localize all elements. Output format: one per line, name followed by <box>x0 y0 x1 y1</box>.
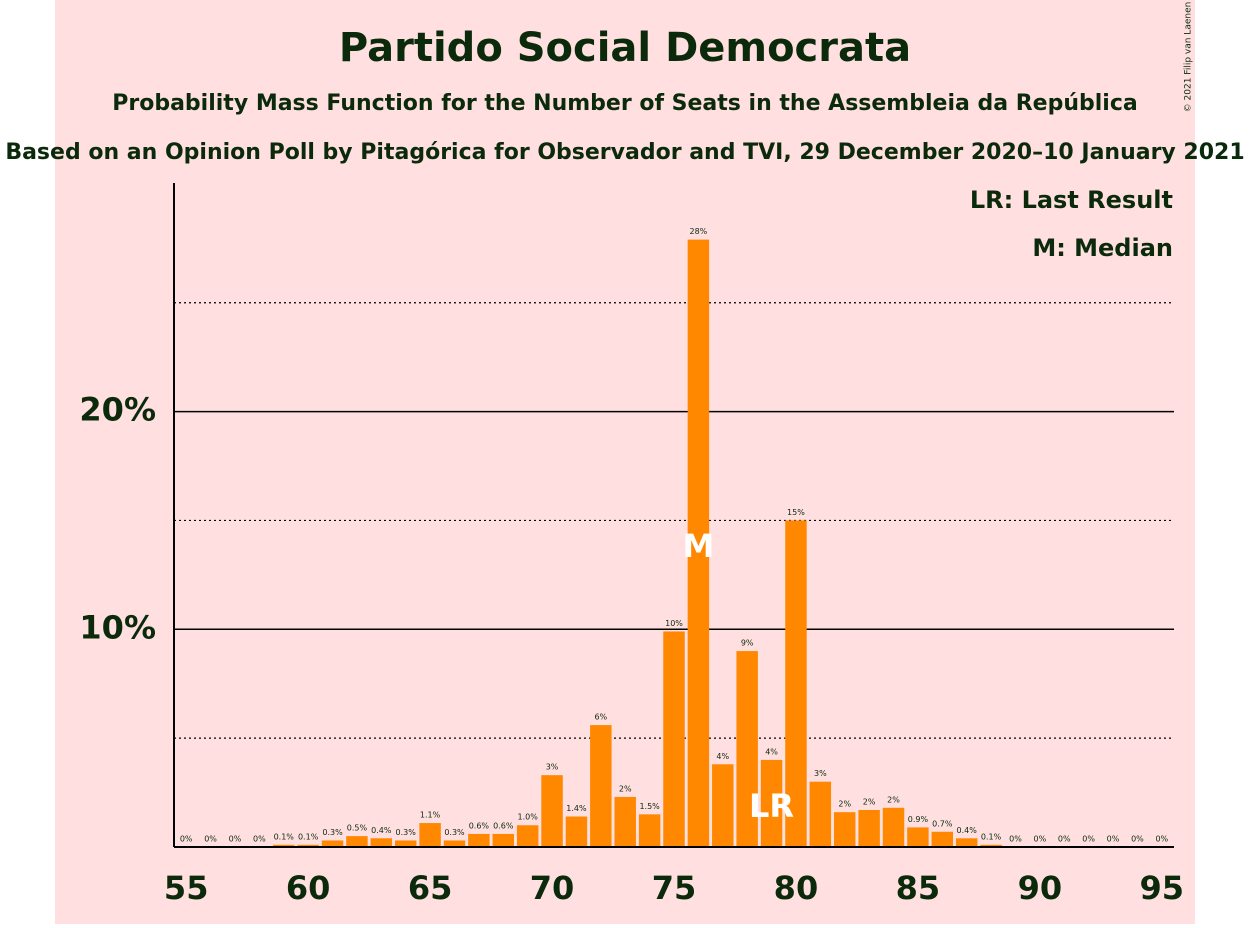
bar <box>492 833 514 847</box>
value-label: 2% <box>887 795 900 804</box>
legend-entry: M: Median <box>1032 234 1173 262</box>
value-label: 0% <box>204 835 217 844</box>
x-tick-label: 65 <box>408 869 453 907</box>
bar <box>834 812 856 847</box>
bar <box>785 520 807 847</box>
x-tick-label: 60 <box>286 869 331 907</box>
value-label: 6% <box>594 713 607 722</box>
value-label: 4% <box>716 752 729 761</box>
y-tick-label: 10% <box>79 608 156 646</box>
bar <box>736 651 758 847</box>
bar <box>516 825 539 847</box>
bar <box>614 796 636 847</box>
value-label: 2% <box>863 797 876 806</box>
value-label: 0.4% <box>957 826 978 835</box>
bar <box>712 764 734 847</box>
copyright: © 2021 Filip van Laenen <box>1184 2 1194 113</box>
value-label: 0.6% <box>469 821 490 830</box>
value-label: 0.1% <box>981 832 1002 841</box>
bar <box>931 831 954 847</box>
bar <box>346 836 368 847</box>
background <box>55 0 1195 924</box>
value-label: 15% <box>787 508 805 517</box>
y-tick-label: 20% <box>79 391 156 429</box>
bar <box>297 844 319 847</box>
bar <box>419 823 441 847</box>
value-label: 2% <box>838 800 851 809</box>
value-label: 3% <box>546 763 559 772</box>
value-label: 10% <box>665 619 683 628</box>
bar <box>687 239 710 847</box>
x-tick-label: 90 <box>1018 869 1063 907</box>
bar <box>760 759 783 847</box>
chart-title: Partido Social Democrata <box>339 25 911 71</box>
value-label: 0.3% <box>396 828 417 837</box>
value-label: 0.9% <box>908 815 929 824</box>
value-label: 0% <box>1082 835 1095 844</box>
value-label: 0% <box>1107 835 1120 844</box>
bar <box>980 844 1002 847</box>
bar <box>907 827 929 847</box>
value-label: 4% <box>765 747 778 756</box>
value-label: 28% <box>689 227 707 236</box>
value-label: 0% <box>1058 835 1071 844</box>
value-label: 0% <box>180 835 193 844</box>
value-label: 0.1% <box>298 832 319 841</box>
value-label: 3% <box>814 769 827 778</box>
value-label: 0.3% <box>322 828 343 837</box>
x-tick-label: 70 <box>530 869 575 907</box>
x-tick-label: 95 <box>1140 869 1185 907</box>
x-tick-label: 55 <box>164 869 209 907</box>
bar <box>858 809 880 847</box>
value-label: 0.1% <box>274 832 295 841</box>
subtitle: Probability Mass Function for the Number… <box>112 91 1137 116</box>
bar <box>468 833 490 847</box>
bar <box>394 840 417 847</box>
bar <box>882 807 905 847</box>
subtitle: Based on an Opinion Poll by Pitagórica f… <box>5 140 1244 165</box>
bar <box>809 781 832 847</box>
bar <box>590 725 612 847</box>
value-label: 1.5% <box>639 802 660 811</box>
bar <box>370 838 393 847</box>
value-label: 0.3% <box>444 828 465 837</box>
bar <box>638 814 661 847</box>
value-label: 0% <box>1131 835 1144 844</box>
annotation: LR <box>749 787 794 825</box>
value-label: 9% <box>741 639 754 648</box>
bar <box>541 775 563 847</box>
value-label: 2% <box>619 784 632 793</box>
value-label: 0.7% <box>932 819 953 828</box>
value-label: 0% <box>1034 835 1047 844</box>
value-label: 0.4% <box>371 826 392 835</box>
value-label: 1.1% <box>420 811 441 820</box>
bar <box>273 844 295 847</box>
x-tick-label: 75 <box>652 869 697 907</box>
bar <box>565 816 588 847</box>
x-tick-label: 80 <box>774 869 819 907</box>
value-label: 0% <box>1009 835 1022 844</box>
x-tick-label: 85 <box>896 869 941 907</box>
legend-entry: LR: Last Result <box>970 186 1173 214</box>
bar <box>955 838 978 847</box>
bar <box>443 840 466 847</box>
value-label: 0.6% <box>493 821 514 830</box>
value-label: 0% <box>253 835 266 844</box>
value-label: 0% <box>1155 835 1168 844</box>
annotation: M <box>682 527 714 565</box>
bar <box>663 631 685 847</box>
value-label: 1.4% <box>566 804 587 813</box>
value-label: 0.5% <box>347 824 368 833</box>
value-label: 0% <box>229 835 242 844</box>
bar <box>321 840 344 847</box>
value-label: 1.0% <box>517 813 538 822</box>
